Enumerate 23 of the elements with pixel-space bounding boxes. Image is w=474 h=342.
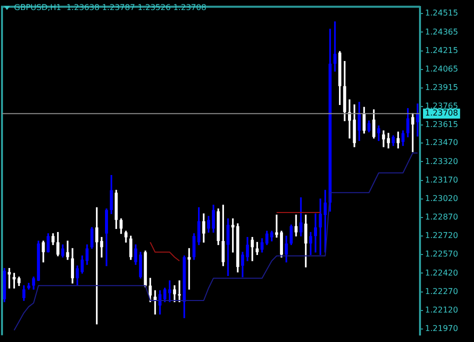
y-tick-label: 1.23615 bbox=[425, 120, 458, 130]
y-tick-label: 1.24065 bbox=[425, 64, 458, 74]
y-tick-label: 1.22870 bbox=[425, 212, 458, 222]
y-tick-label: 1.24515 bbox=[425, 8, 458, 18]
ref-line-label: 1.23708 bbox=[425, 108, 458, 118]
y-tick-label: 1.22270 bbox=[425, 286, 458, 296]
candlestick bbox=[348, 99, 352, 138]
y-tick-label: 1.23470 bbox=[425, 138, 458, 148]
y-tick-label: 1.23170 bbox=[425, 175, 458, 184]
y-tick-label: 1.22720 bbox=[425, 231, 458, 240]
candlestick bbox=[333, 21, 336, 72]
y-tick-label: 1.23020 bbox=[425, 194, 458, 203]
chart-title: GBPUSD,H1 1.23638 1.23787 1.23526 1.23708 bbox=[14, 3, 206, 12]
candlestick bbox=[314, 213, 318, 252]
y-tick-label: 1.23915 bbox=[425, 83, 458, 92]
y-tick-label: 1.24365 bbox=[425, 27, 458, 36]
y-tick-label: 1.23765 bbox=[425, 102, 458, 111]
y-tick-label: 1.22120 bbox=[425, 305, 458, 314]
y-tick-label: 1.22570 bbox=[425, 250, 458, 259]
y-tick-label: 1.22420 bbox=[425, 268, 458, 278]
y-tick-label: 1.24215 bbox=[425, 46, 458, 55]
y-tick-label: 1.23320 bbox=[425, 156, 458, 166]
y-tick-label: 1.21970 bbox=[425, 324, 458, 334]
